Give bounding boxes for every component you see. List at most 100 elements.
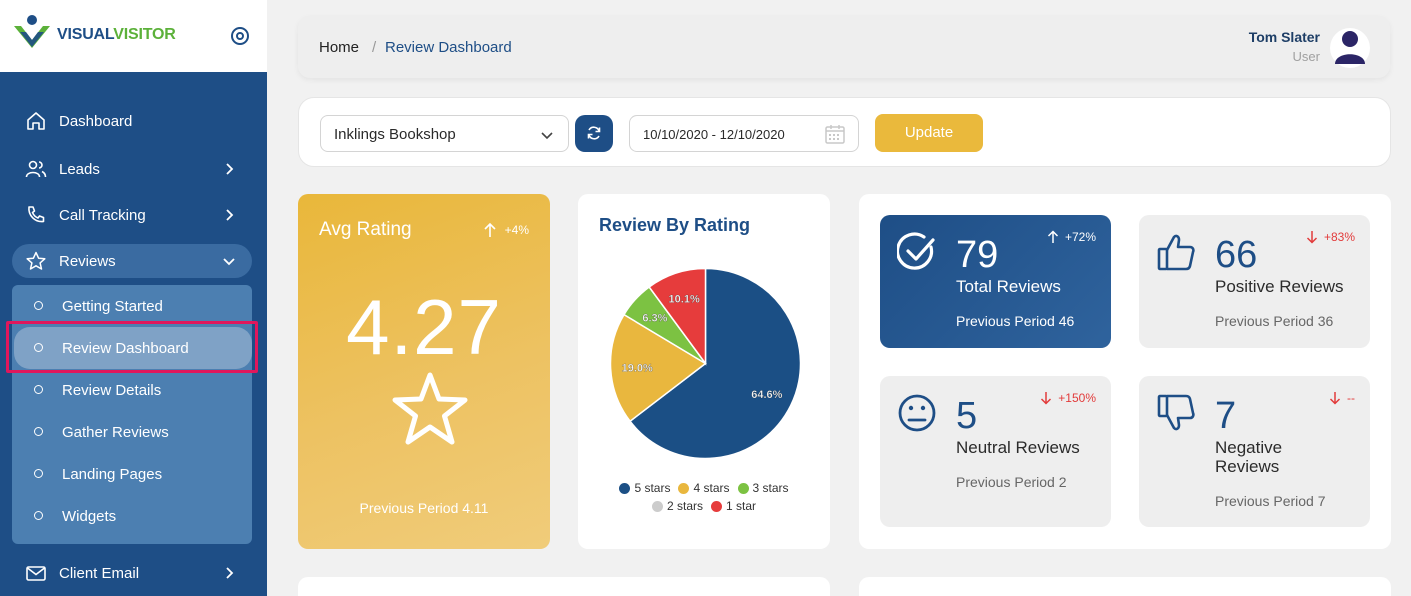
avg-rating-title: Avg Rating: [319, 219, 412, 240]
avg-rating-previous: Previous Period 4.11: [359, 500, 489, 516]
legend-swatch: [711, 500, 722, 512]
sidebar-item-label: Dashboard: [59, 113, 133, 130]
bullet-icon: [34, 385, 43, 394]
location-select-value: Inklings Bookshop: [334, 126, 456, 143]
bottom-card-right: [859, 577, 1391, 596]
neutral-reviews-previous: Previous Period 2: [956, 474, 1067, 490]
legend-item[interactable]: 2 stars: [651, 499, 703, 513]
user-role: User: [1292, 49, 1320, 64]
neutral-reviews-value: 5: [956, 395, 978, 437]
pie-slice-5-stars[interactable]: [629, 267, 802, 460]
submenu-item-landing-pages[interactable]: Landing Pages: [12, 453, 252, 495]
sidebar-item-leads[interactable]: Leads: [12, 152, 252, 186]
positive-reviews-trend: +83%: [1306, 230, 1355, 244]
legend-swatch: [678, 482, 690, 494]
sidebar-item-label: Leads: [59, 161, 100, 178]
legend-row: 5 stars 4 stars 3 stars: [578, 481, 830, 495]
chevron-down-icon: [541, 132, 553, 140]
pie-slice-1-star[interactable]: [648, 267, 707, 366]
thumbs-up-icon: [1157, 234, 1195, 271]
total-reviews-trend-value: +72%: [1064, 230, 1096, 244]
arrow-down-icon: [1306, 231, 1317, 244]
positive-reviews-trend-value: +83%: [1323, 230, 1355, 244]
review-by-rating-card: Review By Rating 64.6% 19.0% 6.3% 10.1% 5 s…: [578, 194, 830, 549]
user-name[interactable]: Tom Slater: [1248, 29, 1320, 45]
submenu-item-label: Landing Pages: [62, 466, 163, 483]
negative-reviews-label: Negative Reviews: [1215, 438, 1283, 476]
submenu-item-gather-reviews[interactable]: Gather Reviews: [12, 411, 252, 453]
total-reviews-value: 79: [956, 234, 999, 276]
mail-icon: [26, 566, 46, 581]
positive-reviews-value: 66: [1215, 234, 1258, 276]
legend-label: 2 stars: [666, 499, 703, 513]
bottom-card-left: [298, 577, 830, 596]
avg-rating-trend: +4%: [483, 222, 529, 238]
neutral-reviews-trend-value: +150%: [1058, 391, 1096, 405]
breadcrumb-home-link[interactable]: Home: [319, 39, 360, 56]
positive-reviews-stat[interactable]: 66 Positive Reviews Previous Period 36 +…: [1139, 215, 1370, 348]
sidebar: VISUALVISITOR Dashboard Leads Call Track…: [0, 0, 267, 596]
refresh-button[interactable]: [575, 115, 613, 152]
calendar-icon[interactable]: [824, 124, 846, 144]
legend-swatch: [651, 500, 663, 512]
breadcrumb-separator: /: [372, 39, 377, 56]
negative-reviews-value: 7: [1215, 395, 1237, 437]
chart-title: Review By Rating: [599, 215, 751, 235]
legend-row: 2 stars 1 star: [578, 499, 830, 513]
reviews-submenu: Getting Started Review Dashboard Review …: [12, 285, 252, 544]
negative-reviews-trend-value: --: [1347, 391, 1355, 405]
users-icon: [25, 160, 47, 178]
bullet-icon: [34, 469, 43, 478]
star-outline-icon: [392, 372, 468, 445]
legend-item[interactable]: 4 stars: [678, 481, 730, 495]
sidebar-item-reviews[interactable]: Reviews: [12, 244, 252, 278]
negative-reviews-stat[interactable]: 7 Negative Reviews Previous Period 7 --: [1139, 376, 1370, 527]
submenu-item-label: Widgets: [62, 508, 117, 525]
chevron-right-icon: [226, 209, 234, 221]
legend-item[interactable]: 3 stars: [737, 481, 789, 495]
top-header: Home / Review Dashboard Tom Slater User: [298, 16, 1390, 78]
chevron-down-icon: [223, 258, 235, 266]
location-select[interactable]: Inklings Bookshop: [320, 115, 569, 152]
sidebar-item-dashboard[interactable]: Dashboard: [12, 104, 252, 138]
update-button[interactable]: Update: [875, 114, 983, 152]
arrow-up-icon: [484, 222, 496, 237]
legend-label: 1 star: [726, 499, 757, 513]
total-reviews-stat[interactable]: 79 Total Reviews Previous Period 46 +72%: [880, 215, 1111, 348]
submenu-item-label: Getting Started: [62, 298, 163, 315]
visualvisitor-logo-icon[interactable]: [12, 12, 52, 52]
sidebar-toggle-icon[interactable]: [230, 26, 250, 46]
pie-slice-4-stars[interactable]: [609, 313, 707, 423]
thumbs-down-icon: [1157, 394, 1195, 431]
sidebar-item-label: Reviews: [59, 253, 116, 270]
avg-rating-trend-value: +4%: [504, 223, 529, 237]
date-range-input[interactable]: 10/10/2020 - 12/10/2020: [629, 115, 859, 152]
sidebar-item-label: Call Tracking: [59, 207, 146, 224]
bullet-icon: [34, 343, 43, 352]
legend-label: 5 stars: [634, 481, 671, 495]
submenu-item-review-details[interactable]: Review Details: [12, 369, 252, 411]
avatar-icon[interactable]: [1330, 24, 1370, 68]
pie-data-label: 6.3%: [642, 312, 667, 324]
arrow-down-icon: [1329, 392, 1341, 405]
submenu-item-review-dashboard[interactable]: Review Dashboard: [14, 327, 252, 369]
total-reviews-previous: Previous Period 46: [956, 313, 1075, 329]
submenu-item-widgets[interactable]: Widgets: [12, 495, 252, 537]
positive-reviews-label: Positive Reviews: [1215, 277, 1344, 296]
sidebar-item-client-email[interactable]: Client Email: [12, 556, 252, 590]
total-reviews-trend: +72%: [1047, 230, 1096, 244]
negative-reviews-previous: Previous Period 7: [1215, 493, 1326, 509]
submenu-item-label: Gather Reviews: [62, 424, 169, 441]
sidebar-item-call-tracking[interactable]: Call Tracking: [12, 198, 252, 232]
legend-item[interactable]: 1 star: [711, 499, 756, 513]
chevron-right-icon: [226, 567, 234, 579]
neutral-reviews-stat[interactable]: 5 Neutral Reviews Previous Period 2 +150…: [880, 376, 1111, 527]
pie-data-label: 10.1%: [669, 294, 700, 306]
brand-header: VISUALVISITOR: [0, 0, 267, 72]
pie-chart: 64.6% 19.0% 6.3%10.1%: [609, 267, 802, 460]
legend-item[interactable]: 5 stars: [619, 481, 670, 495]
avg-rating-card: Avg Rating +4% 4.27 Previous Period 4.11: [298, 194, 550, 549]
home-icon: [27, 112, 45, 130]
date-range-value: 10/10/2020 - 12/10/2020: [643, 127, 785, 142]
submenu-item-getting-started[interactable]: Getting Started: [12, 285, 252, 327]
